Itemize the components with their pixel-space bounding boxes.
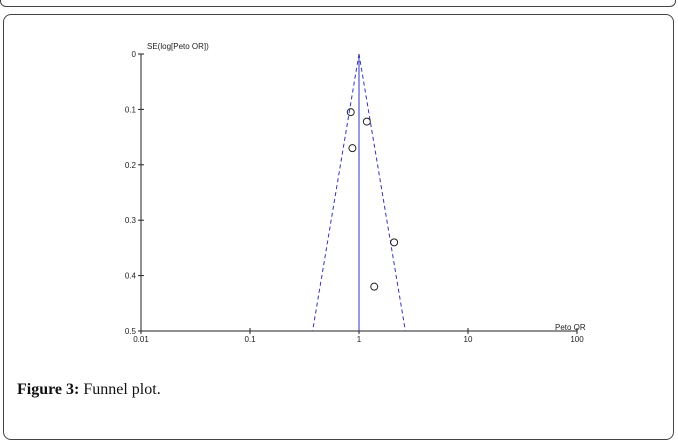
study-point bbox=[346, 108, 355, 117]
y-tick-label: 0 bbox=[132, 50, 137, 59]
x-axis-label: Peto OR bbox=[555, 323, 586, 332]
y-tick-label: 0.4 bbox=[125, 272, 137, 281]
x-tick-label: 10 bbox=[464, 335, 473, 344]
y-axis-label: SE(log[Peto OR]) bbox=[147, 42, 209, 51]
x-tick-label: 100 bbox=[570, 335, 584, 344]
figure-frame bbox=[3, 14, 674, 440]
study-point bbox=[362, 117, 371, 126]
study-point bbox=[370, 282, 379, 291]
x-tick-label: 0.1 bbox=[244, 335, 256, 344]
study-point bbox=[348, 144, 357, 153]
funnel-left-line bbox=[312, 53, 360, 332]
y-tick-label: 0.3 bbox=[125, 216, 137, 225]
y-tick-label: 0.5 bbox=[125, 327, 137, 336]
x-tick-label: 0.01 bbox=[133, 335, 149, 344]
caption-label: Figure 3: bbox=[17, 381, 80, 398]
y-tick-label: 0.1 bbox=[125, 105, 137, 114]
funnel-right-line bbox=[358, 53, 406, 332]
y-tick-label: 0.2 bbox=[125, 161, 137, 170]
figure-caption: Figure 3: Funnel plot. bbox=[17, 381, 161, 399]
caption-text: Funnel plot. bbox=[79, 381, 161, 398]
x-tick-label: 1 bbox=[357, 335, 362, 344]
data-points bbox=[346, 108, 399, 291]
funnel-lines bbox=[312, 53, 406, 332]
study-point bbox=[390, 238, 399, 247]
axes: 0 0.1 0.2 0.3 0.4 0.50.01 0.1 1 10 100 bbox=[125, 50, 584, 344]
